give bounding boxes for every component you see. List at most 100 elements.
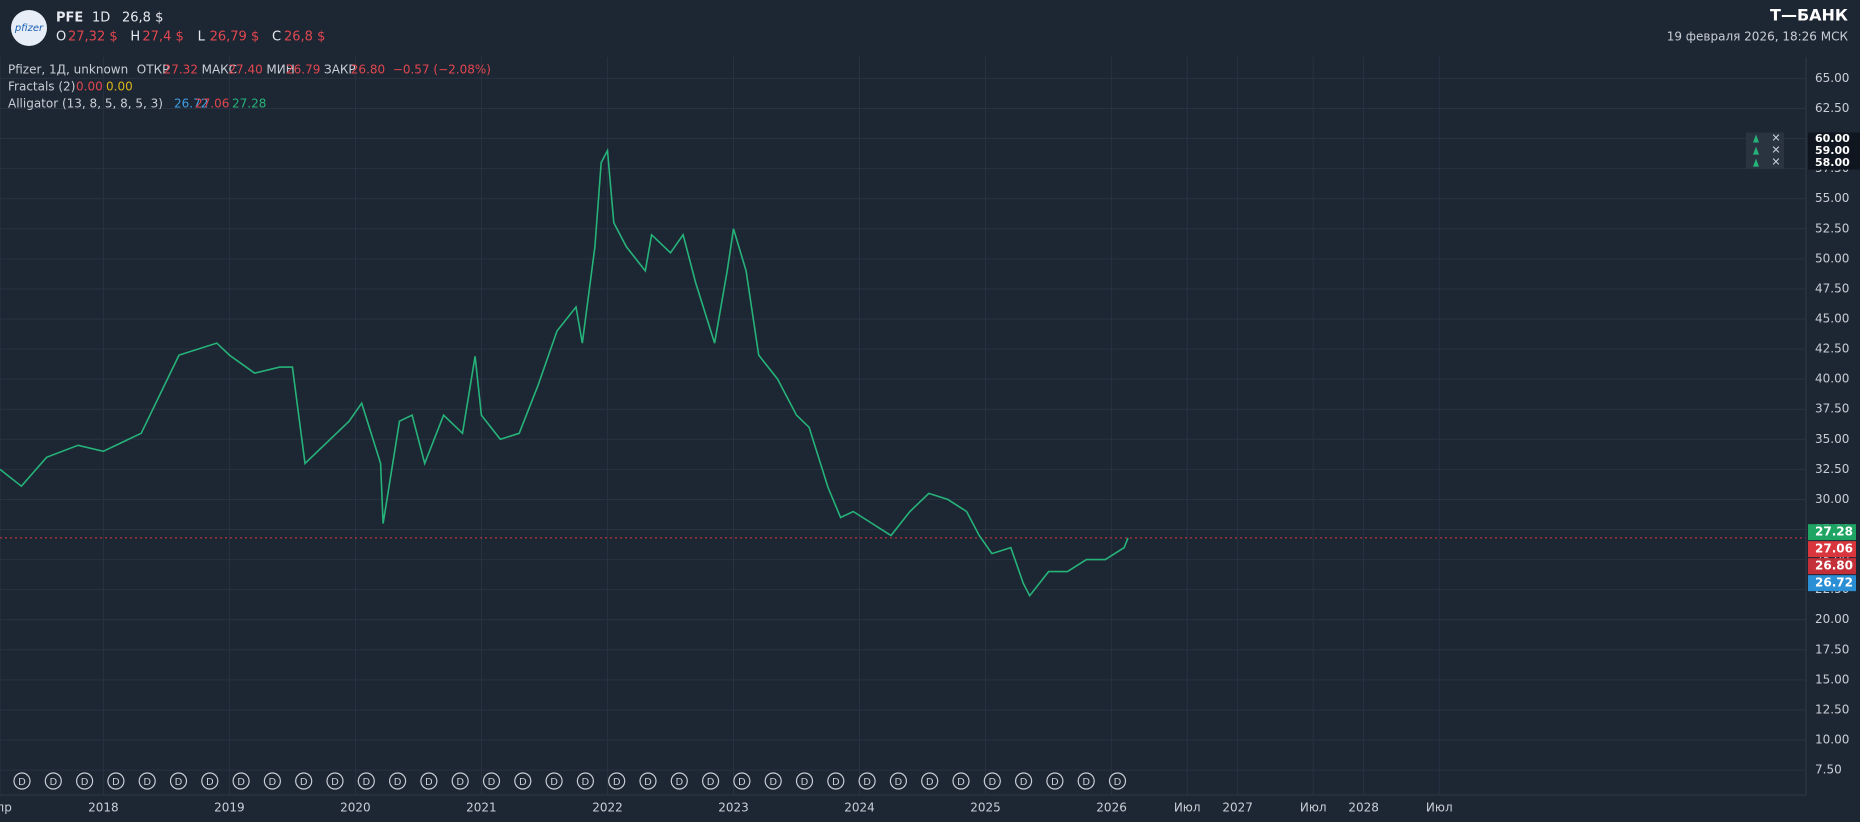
dividend-circle xyxy=(420,772,438,790)
dividend-circle xyxy=(169,772,188,790)
logo xyxy=(11,10,47,46)
dividend-text: D xyxy=(801,777,809,788)
y-tick-label: 37.50 xyxy=(1815,402,1849,416)
dividend-text: D xyxy=(237,777,245,788)
alligator-value: 27.28 xyxy=(232,97,266,111)
ohlc-value: 27,32 $ xyxy=(68,30,118,45)
y-tick-label: 7.50 xyxy=(1815,763,1842,777)
alert-icon xyxy=(1753,158,1759,167)
dividend-circle xyxy=(795,772,814,790)
x-tick-label: Июл xyxy=(1426,801,1453,815)
legend-key: МИН xyxy=(266,63,294,77)
dividend-marker: D xyxy=(232,772,250,790)
dividend-text: D xyxy=(456,777,464,788)
alligator-value: 27.06 xyxy=(195,97,229,111)
dividend-circle xyxy=(326,772,344,790)
price-label-bg xyxy=(1808,558,1856,575)
dividend-marker: D xyxy=(201,772,219,790)
dividend-text: D xyxy=(550,777,558,788)
ohlc-value: 26,8 $ xyxy=(284,30,325,45)
fractal-value: 0.00 xyxy=(76,80,103,94)
dividend-text: D xyxy=(488,777,496,788)
dividend-marker: D xyxy=(889,772,908,790)
dividend-text: D xyxy=(738,777,746,788)
dividend-circle xyxy=(201,772,219,790)
dividend-circle xyxy=(1014,772,1033,790)
dividend-marker: D xyxy=(701,772,720,790)
dividend-marker: D xyxy=(983,772,1001,790)
dividend-circle xyxy=(482,772,501,790)
x-tick-label: 2025 xyxy=(970,801,1001,815)
datetime: 19 февраля 2026, 18:26 МСК xyxy=(1667,30,1849,44)
y-tick-label: 52.50 xyxy=(1815,221,1849,235)
price-label-bg xyxy=(1808,541,1856,558)
alert-label: 60.00 xyxy=(1815,132,1850,145)
dividend-circle xyxy=(827,772,845,790)
alert-close: ✕ xyxy=(1771,132,1780,145)
dividend-text: D xyxy=(769,777,777,788)
dividend-marker: D xyxy=(44,772,62,790)
dividend-marker: D xyxy=(733,772,751,790)
legend-alligator: Alligator (13, 8, 5, 8, 5, 3) xyxy=(8,97,163,111)
dividend-text: D xyxy=(707,777,715,788)
dividend-text: D xyxy=(362,777,370,788)
dividend-circle xyxy=(1108,772,1127,790)
dividend-text: D xyxy=(1020,777,1028,788)
ohlc-value: 26,79 $ xyxy=(210,30,260,45)
header-bg xyxy=(0,0,1860,57)
dividend-text: D xyxy=(519,777,527,788)
legend-value: 26.80 xyxy=(351,63,385,77)
y-tick-label: 15.00 xyxy=(1815,672,1849,686)
alert-label-bg xyxy=(1808,156,1860,170)
dividend-circle xyxy=(764,772,782,790)
plot xyxy=(0,147,1806,598)
dividend-circle xyxy=(1046,772,1064,790)
dividend-marker: D xyxy=(639,772,657,790)
dividend-marker: D xyxy=(1077,772,1095,790)
x-tick-label: Июл xyxy=(1174,801,1201,815)
price-label: 27.28 xyxy=(1815,525,1853,539)
y-tick-label: 40.00 xyxy=(1815,372,1849,386)
y-tick-label: 55.00 xyxy=(1815,191,1849,205)
x-tick-label: 2027 xyxy=(1222,801,1253,815)
dividend-marker: D xyxy=(263,772,281,790)
x-tick-label: Июл xyxy=(1300,801,1327,815)
dividend-text: D xyxy=(300,777,308,788)
legend-value: 27.32 xyxy=(164,63,198,77)
dividend-circle xyxy=(232,772,250,790)
alert-icon xyxy=(1753,134,1759,143)
dividend-marker: D xyxy=(1014,772,1033,790)
dividend-text: D xyxy=(143,777,151,788)
dividend-text: D xyxy=(394,777,402,788)
x-tick-label: 2018 xyxy=(88,801,119,815)
y-tick-label: 62.50 xyxy=(1815,101,1849,115)
x-tick-label: 2019 xyxy=(214,801,245,815)
dividend-marker: D xyxy=(169,772,188,790)
dividend-circle xyxy=(889,772,908,790)
ticker[interactable]: PFE xyxy=(56,11,83,26)
dividend-circle xyxy=(107,772,125,790)
price-label: 26.80 xyxy=(1815,559,1853,573)
ohlc-key: H xyxy=(130,30,140,45)
dividend-marker: D xyxy=(921,772,939,790)
legend-value: 27.40 xyxy=(228,63,262,77)
alert-label-bg xyxy=(1808,132,1860,146)
dividend-marker: D xyxy=(357,772,375,790)
y-tick-label: 47.50 xyxy=(1815,281,1849,295)
dividend-text: D xyxy=(582,777,590,788)
y-tick-label: 10.00 xyxy=(1815,733,1849,747)
dividend-marker: D xyxy=(576,772,595,790)
dividend-circle xyxy=(389,772,407,790)
dividend-marker: D xyxy=(138,772,156,790)
legend-main: Pfizer, 1Д, unknown xyxy=(8,63,128,77)
interval[interactable]: 1D xyxy=(92,11,110,26)
price-label-bg xyxy=(1808,524,1856,541)
y-tick-label: 20.00 xyxy=(1815,612,1849,626)
dividend-text: D xyxy=(1051,777,1059,788)
legend: Pfizer, 1Д, unknown Fractals (2) 0.00 0.… xyxy=(8,63,491,111)
x-tick-label: 2020 xyxy=(340,801,371,815)
dividend-marker: D xyxy=(451,772,469,790)
ohlc-key: O xyxy=(56,30,66,45)
y-tick-label: 50.00 xyxy=(1815,251,1849,265)
